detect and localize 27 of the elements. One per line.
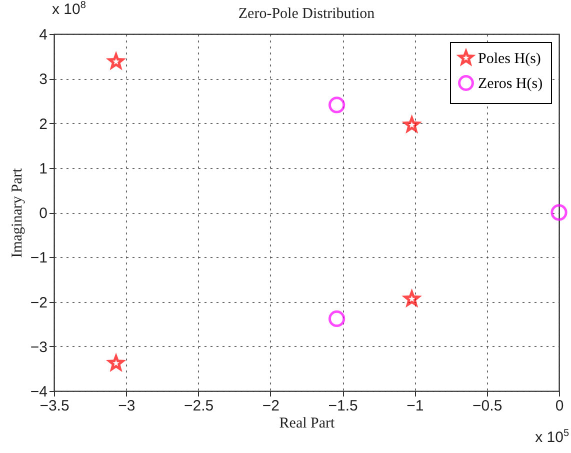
y-tick-label: 1 (39, 160, 48, 178)
point (550, 204, 568, 221)
point (328, 96, 346, 114)
y-tick-label: −2 (30, 294, 48, 312)
legend-label: Poles H(s) (478, 51, 541, 67)
y-axis-title: Imaginary Part (9, 167, 26, 258)
y-tick-label: 4 (39, 26, 48, 44)
chart-title: Zero-Pole Distribution (238, 6, 376, 22)
x-axis-title: Real Part (279, 416, 336, 432)
y-tick-label: 0 (39, 205, 48, 222)
y-tick-label: 2 (39, 116, 48, 133)
x-tick-label: −0.5 (472, 398, 502, 414)
y-tick-label: 3 (39, 71, 48, 88)
x-tick-label: −2.5 (184, 398, 214, 414)
x-tick-label: −1.5 (328, 398, 358, 414)
y-tick-label: −4 (30, 384, 48, 400)
text: x 10$^{8}$ (52, 0, 86, 18)
point (328, 310, 346, 328)
x-tick-label: −1 (406, 398, 424, 414)
x-tick-label: −3.5 (40, 398, 70, 414)
x-tick-label: −2 (262, 398, 280, 414)
x-tick-label: 0 (555, 398, 564, 414)
legend-label: Zeros H(s) (478, 76, 543, 92)
y-tick-label: −3 (30, 338, 48, 356)
y-tick-label: −1 (30, 250, 48, 267)
x-tick-label: −3 (118, 398, 136, 414)
text: x 10$^{5}$ (535, 428, 569, 446)
